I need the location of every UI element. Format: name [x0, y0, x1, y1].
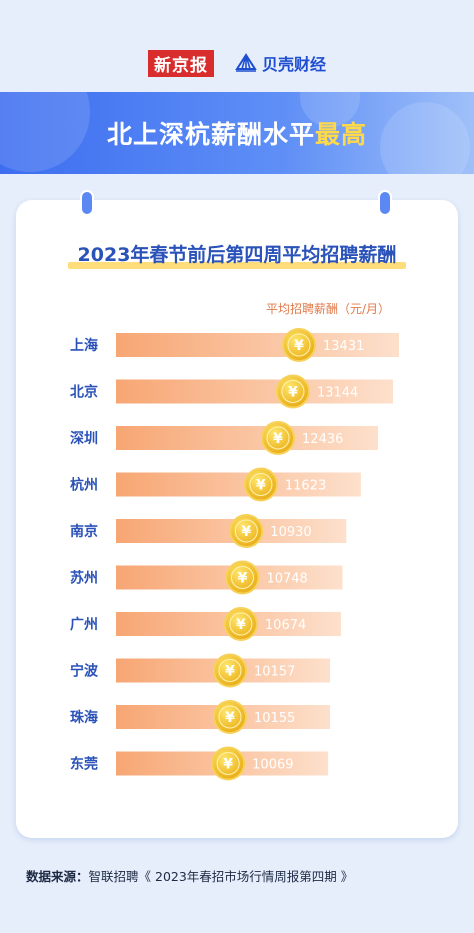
- data-source-text: 智联招聘《 2023年春招市场行情周报第四期 》: [88, 869, 354, 884]
- title-underline: [68, 262, 406, 269]
- coin-icon-rim: [234, 519, 258, 543]
- bar-row: 广州 ¥10674: [70, 607, 341, 641]
- beike-caijing-logo: 贝壳财经: [234, 51, 326, 75]
- coin-icon-rim: [229, 612, 253, 636]
- value-label: 10930: [270, 525, 311, 540]
- bar-row: 上海 ¥13431: [70, 328, 399, 362]
- coin-icon-rim: [266, 426, 290, 450]
- data-source: 数据来源：智联招聘《 2023年春招市场行情周报第四期 》: [26, 866, 353, 885]
- coin-symbol: ¥: [294, 338, 304, 354]
- coin-icon-rim: [281, 380, 305, 403]
- category-label: 东莞: [70, 756, 98, 773]
- bar: [116, 379, 393, 404]
- value-label: 10155: [254, 711, 295, 726]
- value-label: 13144: [317, 386, 358, 401]
- category-label: 上海: [70, 337, 98, 354]
- headline-title: 北上深杭薪酬水平最高: [107, 115, 367, 151]
- bar-row: 苏州 ¥10748: [70, 560, 343, 595]
- bar-row: 深圳 ¥12436: [70, 421, 379, 455]
- category-label: 深圳: [70, 430, 98, 447]
- bar-row: 宁波 ¥10157: [70, 653, 331, 688]
- bar-row: 南京 ¥10930: [70, 514, 347, 548]
- value-label: 10748: [266, 572, 307, 587]
- bar-chart: 上海 ¥13431 北京 ¥13144 深圳 ¥12436 杭州 ¥11623 南京 ¥10930…: [70, 328, 399, 781]
- coin-symbol: ¥: [288, 385, 298, 401]
- category-label: 北京: [70, 384, 98, 401]
- coin-symbol: ¥: [256, 478, 266, 494]
- category-label: 广州: [70, 616, 98, 633]
- value-label: 13431: [323, 339, 364, 354]
- logo-bar: 新京报 贝壳财经: [0, 49, 474, 77]
- bar-row: 东莞 ¥10069: [70, 746, 329, 781]
- data-source-label: 数据来源：: [26, 869, 89, 884]
- bar: [116, 472, 361, 497]
- beike-caijing-text: 贝壳财经: [261, 55, 326, 74]
- category-label: 珠海: [70, 709, 98, 726]
- value-label: 10069: [252, 758, 293, 773]
- bar: [116, 426, 379, 450]
- shell-icon: [235, 53, 257, 72]
- card-clip-right: [378, 190, 392, 216]
- category-label: 苏州: [70, 570, 98, 587]
- headline-title-highlight: 最高: [315, 120, 368, 149]
- value-axis-label: 平均招聘薪酬（元/月）: [266, 302, 391, 316]
- bar-row: 杭州 ¥11623: [70, 467, 361, 502]
- coin-icon-rim: [287, 333, 311, 357]
- xinjingbao-logo: 新京报: [147, 49, 214, 77]
- category-label: 宁波: [70, 663, 99, 680]
- coin-symbol: ¥: [223, 757, 233, 773]
- value-label: 11623: [285, 479, 326, 494]
- coin-symbol: ¥: [225, 710, 235, 726]
- chart-title: 2023年春节前后第四周平均招聘薪酬: [77, 244, 397, 266]
- chart-card: 2023年春节前后第四周平均招聘薪酬 平均招聘薪酬（元/月） 上海 ¥13431 北…: [16, 190, 458, 838]
- coin-symbol: ¥: [238, 571, 248, 587]
- coin-symbol: ¥: [241, 524, 251, 540]
- category-label: 南京: [70, 523, 98, 540]
- coin-icon-rim: [218, 659, 242, 682]
- bar-row: 珠海 ¥10155: [70, 700, 330, 734]
- coin-symbol: ¥: [236, 617, 246, 633]
- category-label: 杭州: [70, 477, 98, 494]
- value-label: 10674: [265, 618, 306, 633]
- coin-icon-rim: [218, 705, 242, 729]
- value-label: 12436: [302, 432, 343, 447]
- value-label: 10157: [254, 665, 295, 680]
- coin-icon-rim: [249, 473, 273, 496]
- coin-icon-rim: [230, 566, 254, 589]
- bar: [116, 333, 399, 357]
- coin-icon-rim: [216, 752, 240, 775]
- headline-banner: 北上深杭薪酬水平最高: [0, 92, 474, 174]
- bar-row: 北京 ¥13144: [70, 374, 393, 409]
- coin-symbol: ¥: [225, 664, 235, 680]
- headline-title-main: 北上深杭薪酬水平: [106, 120, 315, 149]
- coin-symbol: ¥: [273, 431, 283, 447]
- card-clip-left: [80, 190, 94, 216]
